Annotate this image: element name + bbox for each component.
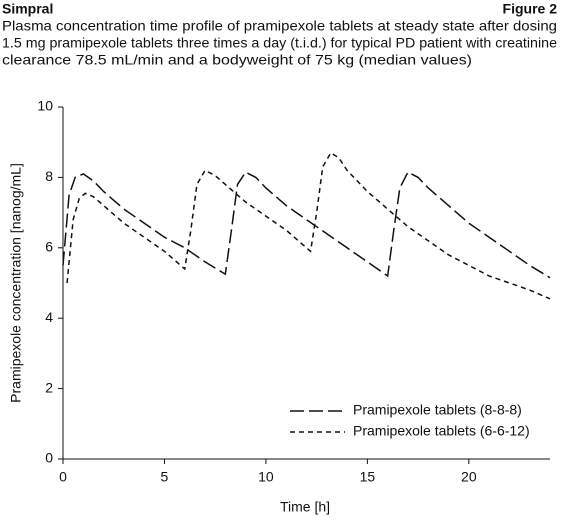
doc-title: Simpral: [2, 1, 53, 17]
y-tick-label: 0: [45, 450, 53, 466]
x-tick-label: 10: [258, 469, 274, 485]
x-tick-label: 5: [161, 469, 169, 485]
x-axis-label: Time [h]: [280, 499, 330, 515]
data-line: [66, 151, 551, 300]
x-tick-label: 20: [461, 469, 477, 485]
x-tick-label: 0: [59, 469, 67, 485]
figure-label: Figure 2: [503, 1, 558, 17]
y-tick-label: 2: [45, 379, 53, 395]
y-axis-label: Pramipexole concentration [nanog/mL]: [8, 163, 24, 403]
y-tick-label: 10: [37, 98, 53, 114]
y-tick-label: 4: [45, 309, 53, 325]
caption-line: 1.5 mg pramipexole tablets three times a…: [2, 35, 557, 51]
caption-line: Plasma concentration time profile of pra…: [2, 18, 557, 34]
legend-label: Pramipexole tablets (6-6-12): [353, 423, 530, 439]
data-line: [62, 171, 551, 279]
x-tick-label: 15: [360, 469, 376, 485]
y-tick-label: 8: [45, 168, 53, 184]
caption-line: clearance 78.5 mL/min and a bodyweight o…: [2, 52, 472, 68]
y-tick-label: 6: [45, 239, 53, 255]
legend-label: Pramipexole tablets (8-8-8): [353, 402, 522, 418]
